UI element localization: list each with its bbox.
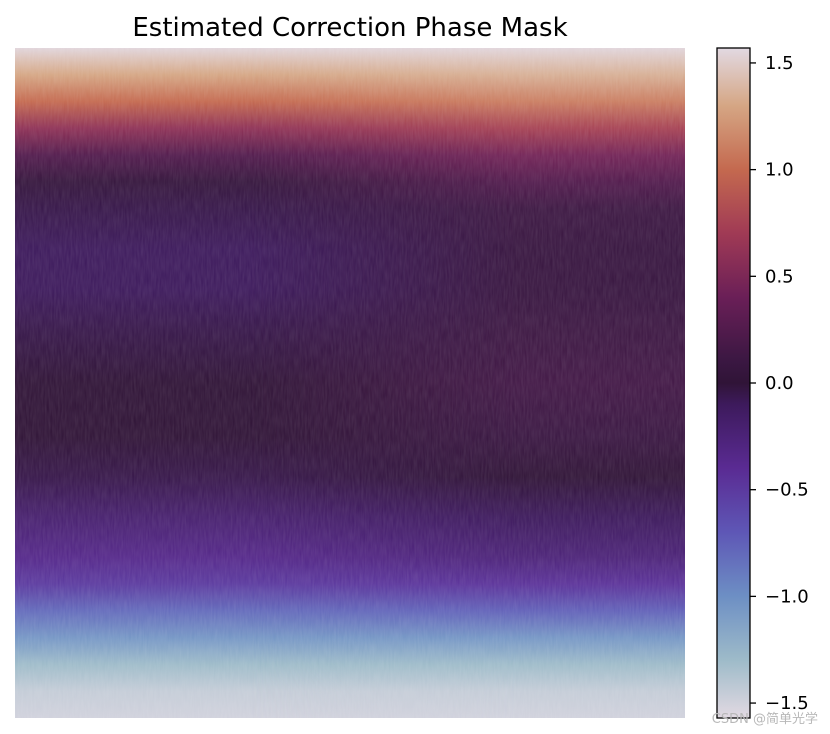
- colorbar-tick-label: −0.5: [765, 480, 809, 501]
- heatmap: [15, 48, 685, 718]
- colorbar-fill: [717, 48, 750, 718]
- heatmap-texture: [15, 48, 685, 718]
- colorbar-tick-label: 1.5: [765, 53, 794, 74]
- colorbar-tick-label: 0.5: [765, 266, 794, 287]
- watermark: CSDN @简单光学: [712, 711, 818, 727]
- colorbar-tick-label: 1.0: [765, 160, 794, 181]
- colorbar: −1.5 −1.0 −0.5 0.0 0.5 1.0 1.5: [716, 47, 809, 719]
- colorbar-ticks: −1.5 −1.0 −0.5 0.0 0.5 1.0 1.5: [750, 53, 809, 714]
- colorbar-tick-label: −1.0: [765, 586, 809, 607]
- colorbar-tick-label: 0.0: [765, 373, 794, 394]
- colorbar-tick-label: −1.5: [765, 693, 809, 714]
- chart-title: Estimated Correction Phase Mask: [132, 13, 567, 43]
